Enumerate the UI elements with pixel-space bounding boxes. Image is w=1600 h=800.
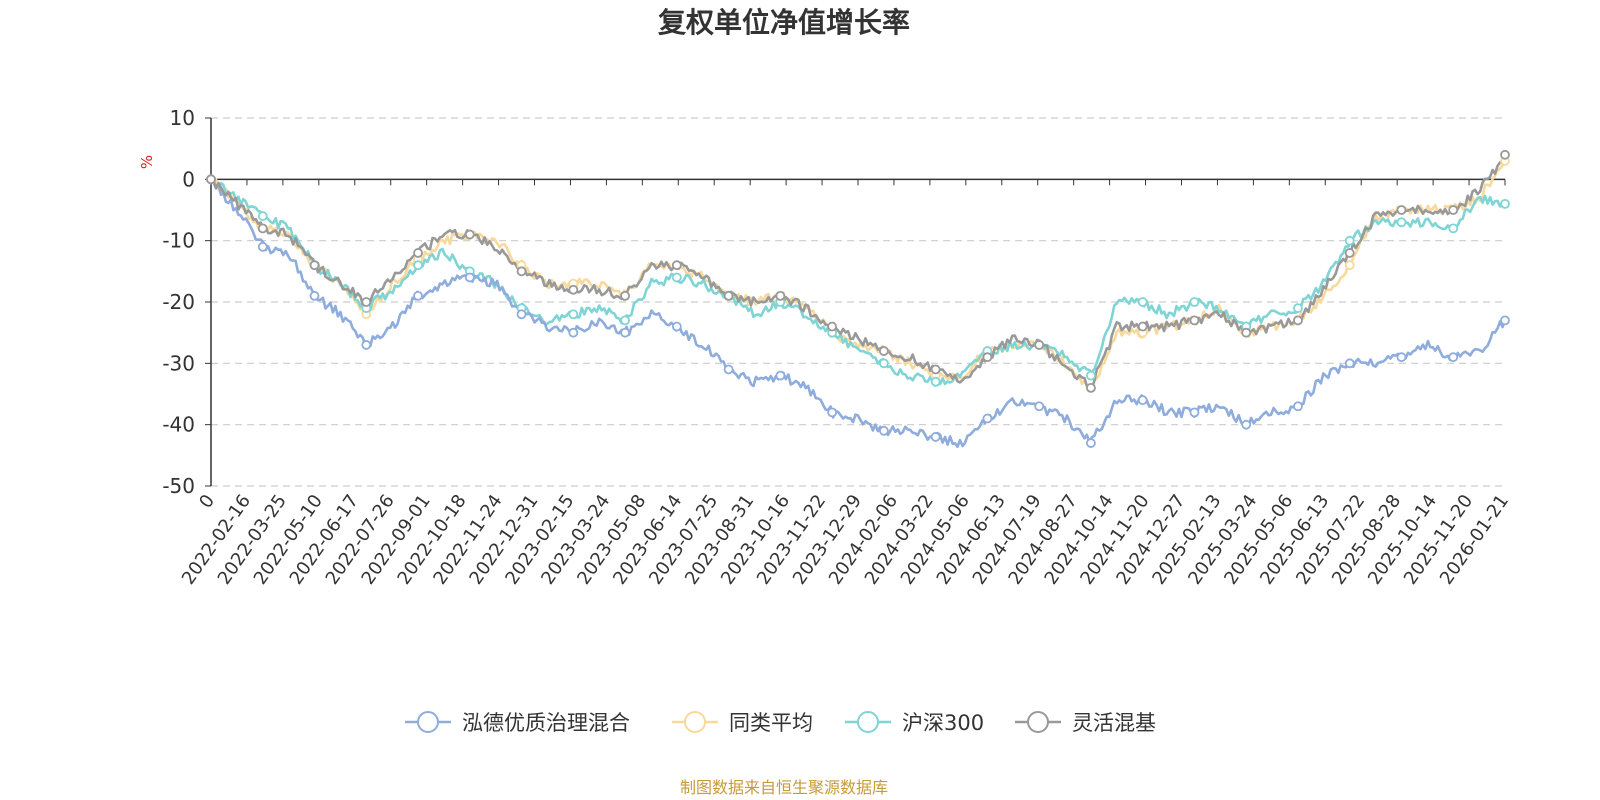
y-tick-label: 0 <box>182 167 195 191</box>
data-point <box>361 297 372 307</box>
data-point <box>878 346 889 356</box>
data-point <box>1137 321 1148 332</box>
data-point <box>1034 340 1045 350</box>
series-line <box>210 178 1506 387</box>
data-point <box>1086 382 1096 393</box>
series-line <box>210 178 1507 449</box>
y-unit-label: % <box>138 155 156 169</box>
data-point <box>206 174 216 185</box>
legend-label: 泓德优质治理混合 <box>462 711 630 735</box>
data-point <box>413 290 423 301</box>
data-point <box>257 241 268 252</box>
series-line <box>210 160 1507 389</box>
data-point <box>982 413 993 424</box>
legend-label: 沪深300 <box>902 711 984 735</box>
y-tick-label: -30 <box>162 351 195 375</box>
data-point <box>878 425 889 436</box>
legend-item[interactable]: 泓德优质治理混合 <box>405 711 630 735</box>
source-note: 制图数据来自恒生聚源数据库 <box>680 778 888 797</box>
data-point <box>620 290 630 301</box>
series-group <box>210 154 1507 449</box>
legend-item[interactable]: 灵活混基 <box>1015 711 1156 735</box>
data-point <box>671 272 682 283</box>
data-point <box>723 364 734 375</box>
y-tick-label: 10 <box>170 106 195 130</box>
data-point <box>1137 297 1148 307</box>
data-point <box>878 358 889 369</box>
data-point <box>930 376 941 387</box>
data-point <box>516 309 527 320</box>
data-point <box>620 327 630 338</box>
data-point <box>1086 438 1096 448</box>
data-point <box>1344 260 1355 271</box>
data-point <box>464 272 475 283</box>
data-point <box>257 211 268 222</box>
data-point <box>671 321 682 332</box>
data-point <box>827 321 838 332</box>
data-point <box>1448 205 1459 215</box>
legend-label: 灵活混基 <box>1072 711 1156 735</box>
data-point <box>1293 315 1303 326</box>
data-point <box>1293 303 1303 314</box>
data-point <box>361 340 372 350</box>
data-point <box>775 290 786 301</box>
data-point <box>1241 327 1252 338</box>
data-point <box>309 290 320 301</box>
data-point <box>1189 407 1200 418</box>
data-point <box>516 266 527 277</box>
data-point <box>930 364 941 375</box>
data-point <box>1448 352 1459 363</box>
marker-group <box>206 149 1510 448</box>
data-point <box>1396 352 1407 363</box>
data-point <box>1137 395 1148 406</box>
data-point <box>1344 248 1355 258</box>
data-point <box>723 290 734 301</box>
data-point <box>1344 358 1355 369</box>
data-point <box>464 229 475 240</box>
y-tick-label: -50 <box>162 474 195 498</box>
legend-swatch-marker <box>684 711 706 733</box>
data-point <box>568 284 579 295</box>
y-tick-label: -20 <box>162 290 195 314</box>
data-point <box>568 309 579 320</box>
data-point <box>620 315 630 326</box>
data-point <box>257 223 268 234</box>
legend-swatch-marker <box>417 711 439 733</box>
data-point <box>309 260 320 271</box>
legend-swatch-marker <box>1027 711 1049 733</box>
y-tick-label: -10 <box>162 229 195 253</box>
data-point <box>671 260 682 271</box>
data-point <box>827 407 838 418</box>
data-point <box>1189 297 1200 307</box>
data-point <box>1396 205 1407 215</box>
data-point <box>1241 419 1252 430</box>
data-point <box>1189 315 1200 326</box>
series-line <box>210 154 1507 391</box>
data-point <box>1500 149 1510 160</box>
legend-label: 同类平均 <box>729 711 813 735</box>
y-tick-label: -40 <box>162 413 195 437</box>
data-point <box>1293 401 1303 412</box>
data-point <box>1448 223 1459 234</box>
legend-item[interactable]: 同类平均 <box>672 711 813 735</box>
data-point <box>1034 401 1045 412</box>
data-point <box>930 432 941 442</box>
data-point <box>413 248 423 258</box>
data-point <box>568 327 579 338</box>
legend: 泓德优质治理混合 同类平均 沪深300 灵活混基 <box>405 711 1156 735</box>
data-point <box>775 370 786 381</box>
data-point <box>1396 217 1407 228</box>
x-tick-label: 0 <box>195 491 219 512</box>
legend-item[interactable]: 沪深300 <box>845 711 984 735</box>
data-point <box>413 260 423 271</box>
data-point <box>1500 198 1510 209</box>
legend-swatch-marker <box>857 711 879 733</box>
axes: 100-10-20-30-40-5002022-02-162022-03-252… <box>162 106 1513 589</box>
chart-title: 复权单位净值增长率 <box>658 6 910 39</box>
data-point <box>1344 235 1355 246</box>
data-point <box>982 352 993 363</box>
data-point <box>1086 370 1096 381</box>
data-point <box>1500 315 1510 326</box>
